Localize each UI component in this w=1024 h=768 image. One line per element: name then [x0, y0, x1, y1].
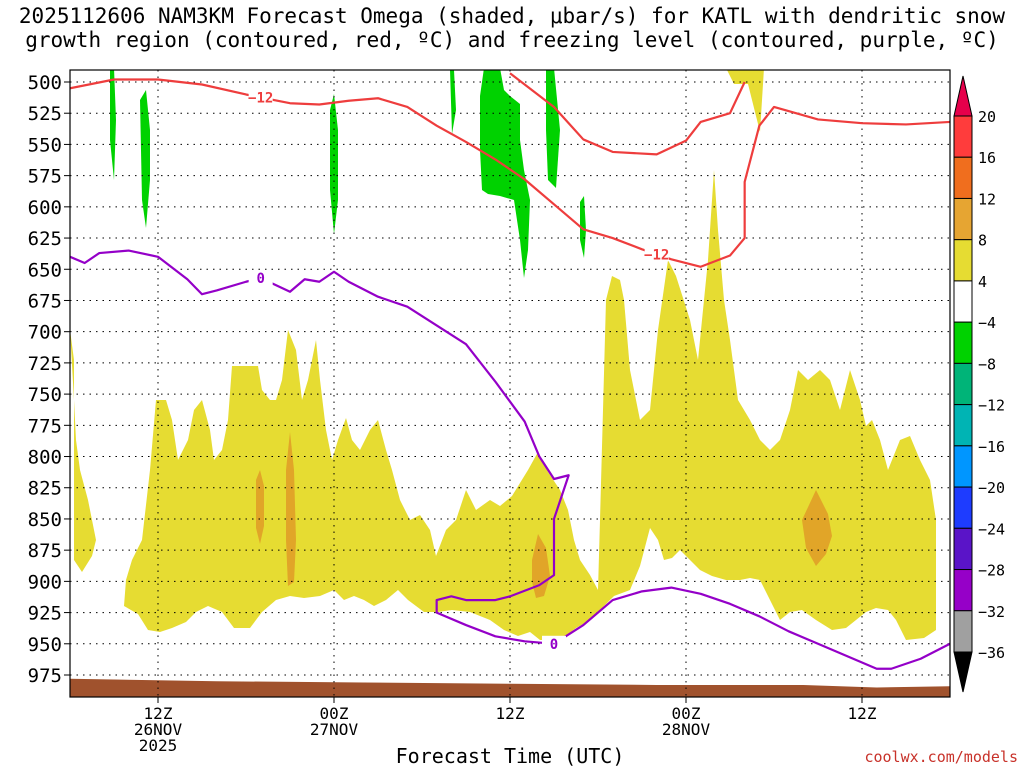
- colorbar-box: [953, 362, 973, 406]
- y-tick-label: 625: [28, 228, 62, 250]
- omega-shading: [70, 70, 936, 640]
- colorbar-label: −20: [978, 479, 1005, 497]
- colorbar-label: 4: [978, 273, 987, 291]
- omega-green-region-1: [110, 70, 116, 180]
- colorbar-label: −24: [978, 520, 1005, 538]
- red-contour-label: −12: [248, 90, 273, 106]
- y-tick-label: 600: [28, 197, 62, 219]
- red-contour-label: −12: [644, 247, 669, 263]
- omega-orange-region-4: [802, 490, 832, 566]
- red-contour-label-bg: [248, 89, 273, 105]
- colorbar-label: −4: [978, 314, 996, 332]
- colorbar-top-arrow: [953, 75, 973, 117]
- credit-text: coolwx.com/models: [864, 748, 1018, 766]
- omega-green-region-5: [480, 70, 530, 278]
- omega-orange-region-2: [286, 432, 296, 586]
- y-tick-label: 525: [28, 103, 62, 125]
- x-tick-label: 00Z: [320, 704, 349, 723]
- y-tick-label: 725: [28, 353, 62, 375]
- x-tick-label: 12Z: [848, 704, 877, 723]
- colorbar-box: [953, 156, 973, 199]
- colorbar-label: 8: [978, 232, 987, 250]
- y-tick-label: 875: [28, 540, 62, 562]
- y-tick-label: 750: [28, 384, 62, 406]
- omega-orange-region-1: [256, 470, 264, 544]
- omega-yellow-region-1: [70, 330, 96, 572]
- omega-green-region-2: [140, 90, 150, 228]
- y-tick-label: 700: [28, 322, 62, 344]
- y-tick-label: 850: [28, 509, 62, 531]
- colorbar-label: −16: [978, 438, 1005, 456]
- purple-contour-label: 0: [550, 637, 558, 653]
- colorbar-label: 12: [978, 190, 996, 208]
- colorbar-box: [953, 569, 973, 612]
- colorbar-box: [953, 115, 973, 158]
- omega-green-region-7: [580, 196, 586, 258]
- colorbar-box: [953, 527, 973, 571]
- colorbar-label: −36: [978, 644, 1005, 662]
- y-tick-label: 975: [28, 665, 62, 687]
- title-line-1: 2025112606 NAM3KM Forecast Omega (shaded…: [18, 4, 1006, 28]
- colorbar-box: [953, 610, 973, 653]
- omega-green-region-3: [330, 94, 338, 234]
- chart-title: 2025112606 NAM3KM Forecast Omega (shaded…: [0, 4, 1024, 52]
- colorbar-box: [953, 280, 973, 323]
- y-tick-label: 825: [28, 478, 62, 500]
- colorbar: 20 16 12 8 4 −4 −8 −12 −16 −20 −24 −28 −32 −36: [953, 75, 1005, 693]
- y-tick-label: 575: [28, 166, 62, 188]
- colorbar-box: [953, 239, 973, 282]
- grid: [70, 70, 950, 697]
- x-axis-label: Forecast Time (UTC): [395, 744, 625, 768]
- colorbar-box: [953, 404, 973, 447]
- colorbar-box: [953, 486, 973, 529]
- x-tick-label: 12Z: [144, 704, 173, 723]
- omega-green-region-6: [546, 70, 560, 188]
- colorbar-label: −8: [978, 355, 996, 373]
- omega-yellow-top: [727, 70, 764, 132]
- title-line-2: growth region (contoured, red, ºC) and f…: [25, 28, 999, 52]
- y-tick-label: 950: [28, 634, 62, 656]
- omega-green-region-4: [450, 70, 456, 134]
- purple-contour-label-bg: [542, 635, 566, 651]
- y-tick-label: 925: [28, 603, 62, 625]
- omega-yellow-region-2: [124, 170, 936, 640]
- x-tick-label: 27NOV: [310, 720, 359, 739]
- x-tick-label: 00Z: [672, 704, 701, 723]
- colorbar-box: [953, 197, 973, 241]
- y-tick-label: 500: [28, 72, 62, 94]
- purple-contour-label: 0: [256, 271, 264, 287]
- colorbar-label: 16: [978, 149, 996, 167]
- y-tick-label: 550: [28, 134, 62, 156]
- x-tick-label: 26NOV: [134, 720, 183, 739]
- colorbar-box: [953, 445, 973, 488]
- colorbar-box: [953, 321, 973, 364]
- colorbar-bottom-arrow: [953, 651, 973, 693]
- colorbar-label: −28: [978, 562, 1005, 580]
- y-tick-label: 800: [28, 447, 62, 469]
- red-contour-minus12: [70, 78, 950, 268]
- y-tick-label: 900: [28, 571, 62, 593]
- y-tick-label: 775: [28, 415, 62, 437]
- y-tick-label: 675: [28, 290, 62, 312]
- colorbar-label: 20: [978, 108, 996, 126]
- x-tick-label: 28NOV: [662, 720, 711, 739]
- red-contour-minus12-upper: [509, 72, 746, 156]
- y-axis: 500 525 550 575 600 625 650 675 700 725 750 775 800 8…: [28, 72, 70, 687]
- purple-contour-label-bg: [248, 270, 273, 286]
- y-tick-label: 650: [28, 259, 62, 281]
- colorbar-label: −12: [978, 397, 1005, 415]
- contours: −12 −12 0 0: [70, 72, 950, 670]
- colorbar-label: −32: [978, 603, 1005, 621]
- red-contour-label-bg: [644, 246, 669, 262]
- x-tick-label: 12Z: [496, 704, 525, 723]
- x-tick-label: 2025: [139, 736, 178, 755]
